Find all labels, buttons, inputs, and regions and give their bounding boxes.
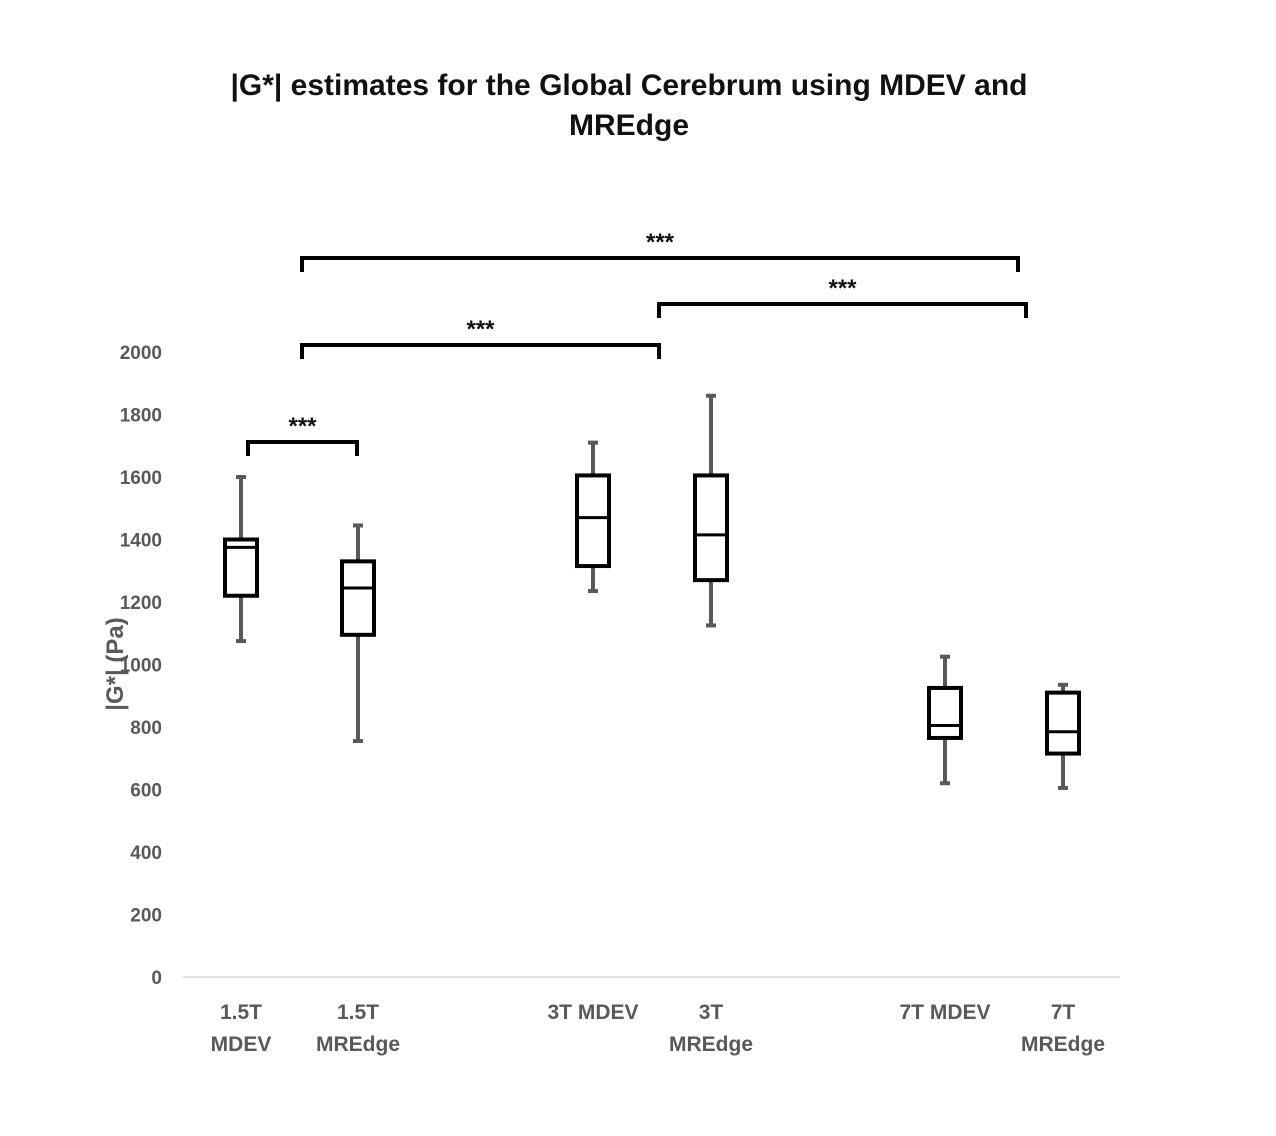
y-tick-label: 1400 <box>120 531 162 552</box>
box-plot-5 <box>927 654 963 786</box>
y-tick-label: 1000 <box>120 656 162 677</box>
x-category-label: 3T <box>699 1001 724 1024</box>
iqr-box <box>340 559 376 637</box>
x-category-label: MREdge <box>669 1033 753 1056</box>
chart-title: |G*| estimates for the Global Cerebrum u… <box>0 66 1258 146</box>
chart-title-line-1: |G*| estimates for the Global Cerebrum u… <box>230 69 1028 102</box>
significance-brackets: *** *** *** *** <box>246 229 1028 456</box>
iqr-box <box>575 473 611 569</box>
x-category-label: 3T MDEV <box>547 1001 638 1024</box>
y-tick-label: 400 <box>130 843 162 864</box>
box-plot-4 <box>693 393 729 628</box>
y-tick-label: 600 <box>130 781 162 802</box>
box-plot-3 <box>575 440 611 594</box>
significance-bracket-1: *** <box>246 413 359 456</box>
bracket-line <box>300 256 1020 272</box>
x-category-label: MREdge <box>316 1033 400 1056</box>
significance-bracket-3: *** <box>657 275 1028 318</box>
x-category-label: 1.5T <box>337 1001 379 1024</box>
significance-label: *** <box>288 413 317 440</box>
iqr-box <box>693 473 729 583</box>
significance-bracket-2: *** <box>300 316 661 359</box>
box-plot-1 <box>223 475 259 644</box>
y-tick-label: 800 <box>130 718 162 739</box>
iqr-box <box>223 537 259 598</box>
iqr-box <box>927 685 963 740</box>
bracket-line <box>246 440 359 456</box>
box-plot-6 <box>1045 682 1081 790</box>
x-category-label: 7T <box>1051 1001 1076 1024</box>
y-tick-label: 1600 <box>120 468 162 489</box>
y-tick-label: 200 <box>130 906 162 927</box>
significance-bracket-4: *** <box>300 229 1020 272</box>
box-series <box>223 393 1081 790</box>
y-tick-label: 1800 <box>120 406 162 427</box>
y-axis-label: |G*| (Pa) <box>102 617 129 710</box>
bracket-line <box>657 302 1028 318</box>
x-category-label: 1.5T <box>220 1001 262 1024</box>
significance-label: *** <box>828 275 857 302</box>
significance-label: *** <box>466 316 495 343</box>
y-tick-label: 1200 <box>120 593 162 614</box>
x-category-label: 7T MDEV <box>899 1001 990 1024</box>
chart-title-line-2: MREdge <box>569 109 689 142</box>
category-labels: 1.5T MDEV 1.5T MREdge 3T MDEV 3T MREdge 7T MDEV… <box>211 1001 1105 1056</box>
bracket-line <box>300 343 661 359</box>
y-tick-label: 0 <box>151 968 162 989</box>
significance-label: *** <box>646 229 675 256</box>
y-tick-label: 2000 <box>120 343 162 364</box>
y-axis-ticks: 0 200 400 600 800 1000 1200 1400 1600 1800 2000 <box>120 343 162 989</box>
x-category-label: MDEV <box>211 1033 272 1056</box>
box-plot-2 <box>340 523 376 744</box>
iqr-box <box>1045 690 1081 756</box>
x-category-label: MREdge <box>1021 1033 1105 1056</box>
